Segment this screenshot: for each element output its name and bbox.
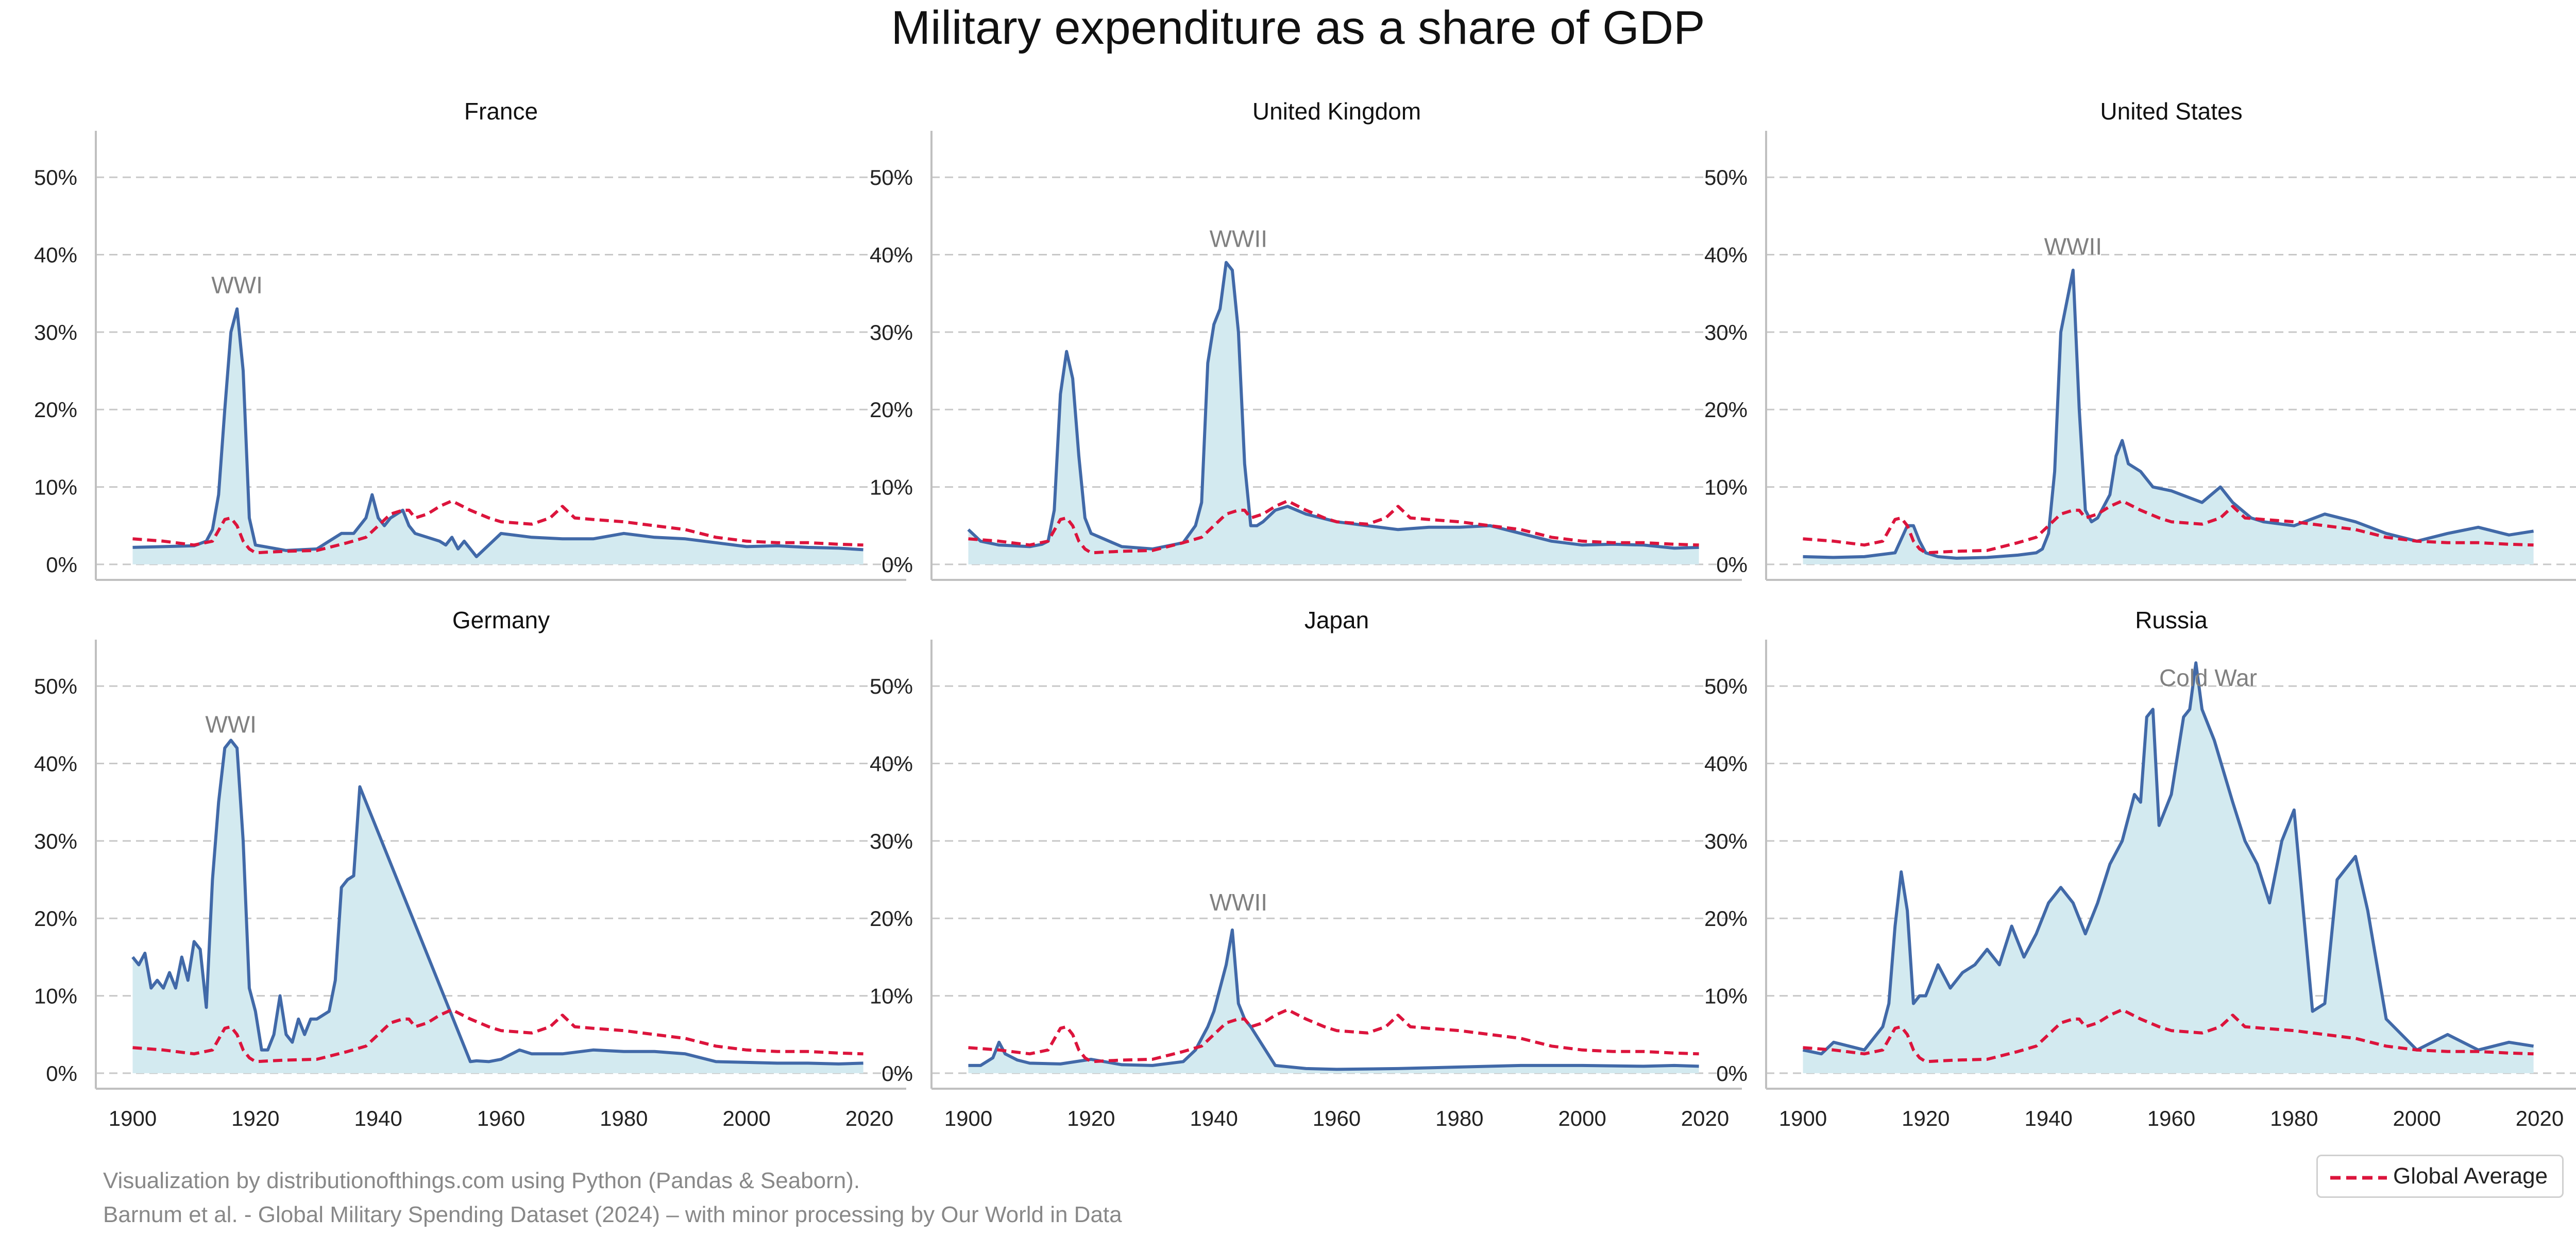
global-average-line — [132, 499, 863, 555]
country-area — [968, 930, 1699, 1073]
x-tick-label: 2020 — [845, 1106, 893, 1130]
panel-title: Germany — [452, 607, 550, 633]
panel-united-states: United States 0% 10% 20% 30% 40% 50% WWII — [1704, 98, 2576, 581]
y-tick-label: 40% — [34, 243, 77, 267]
y-tick-label: 0% — [1716, 1061, 1748, 1086]
credit-line-1: Visualization by distributionofthings.co… — [103, 1168, 860, 1193]
country-area — [132, 740, 863, 1073]
country-line — [1803, 268, 2534, 560]
x-tick-label: 1920 — [231, 1106, 279, 1130]
panel-united-kingdom: United Kingdom 0% 10% 20% 30% 40% 50% WWII — [870, 98, 1742, 581]
y-tick-label: 0% — [46, 1061, 77, 1086]
legend-swatch — [2330, 1176, 2387, 1180]
panel-france: France 0% 10% 20% 30% 40% 50% WWI — [34, 98, 906, 581]
x-tick-label: 1900 — [109, 1106, 157, 1130]
y-tick-label: 20% — [870, 398, 913, 422]
annotation-label: Cold War — [2159, 664, 2257, 691]
y-tick-label: 0% — [882, 553, 913, 577]
x-tick-label: 2020 — [2516, 1106, 2564, 1130]
y-tick-label: 20% — [34, 906, 77, 931]
panel-japan: Japan 0% 10% 20% 30% 40% 50% 1900 1920 1940 1960 19… — [870, 607, 1742, 1130]
x-tick-label: 2000 — [1558, 1106, 1606, 1130]
y-tick-label: 10% — [1704, 475, 1748, 500]
y-tick-label: 30% — [870, 320, 913, 345]
y-tick-label: 0% — [882, 1061, 913, 1086]
y-tick-label: 30% — [1704, 320, 1748, 345]
global-average-line — [132, 1008, 863, 1063]
y-tick-label: 30% — [34, 829, 77, 853]
global-average-line — [1803, 499, 2534, 555]
x-tick-label: 2000 — [722, 1106, 770, 1130]
x-tick-label: 1980 — [2270, 1106, 2318, 1130]
y-tick-label: 50% — [1704, 674, 1748, 698]
country-area — [1803, 663, 2534, 1073]
x-tick-label: 1960 — [1313, 1106, 1361, 1130]
y-tick-label: 50% — [34, 165, 77, 190]
global-average-line — [968, 499, 1699, 555]
country-area — [1803, 270, 2534, 564]
panel-title: Russia — [2135, 607, 2208, 633]
panel-title: United States — [2100, 98, 2242, 125]
y-tick-label: 50% — [1704, 165, 1748, 190]
y-tick-label: 10% — [34, 984, 77, 1008]
country-area — [968, 262, 1699, 564]
y-tick-label: 10% — [870, 475, 913, 500]
x-tick-label: 1940 — [2024, 1106, 2072, 1130]
y-tick-label: 20% — [1704, 906, 1748, 931]
legend-label: Global Average — [2393, 1163, 2548, 1189]
panel-title: Japan — [1304, 607, 1369, 633]
y-tick-label: 40% — [1704, 243, 1748, 267]
y-tick-label: 30% — [1704, 829, 1748, 853]
x-tick-label: 1920 — [1067, 1106, 1115, 1130]
panel-title: United Kingdom — [1252, 98, 1421, 125]
x-tick-label: 1980 — [1435, 1106, 1483, 1130]
y-tick-label: 50% — [870, 165, 913, 190]
x-tick-label: 1960 — [2147, 1106, 2195, 1130]
y-tick-label: 30% — [34, 320, 77, 345]
country-line — [131, 739, 863, 1066]
y-tick-label: 20% — [1704, 398, 1748, 422]
legend: Global Average — [2316, 1155, 2564, 1198]
y-tick-label: 40% — [34, 752, 77, 776]
figure-title: Military expenditure as a share of GDP — [891, 2, 1705, 54]
panel-title: France — [464, 98, 538, 125]
annotation-label: WWII — [1210, 226, 1267, 252]
x-tick-label: 1920 — [1902, 1106, 1950, 1130]
country-line — [968, 928, 1699, 1071]
x-tick-label: 1940 — [1190, 1106, 1238, 1130]
x-tick-label: 1900 — [1779, 1106, 1827, 1130]
x-tick-label: 1960 — [477, 1106, 525, 1130]
country-line — [132, 307, 863, 558]
y-tick-label: 40% — [1704, 752, 1748, 776]
panel-germany: Germany 0% 10% 20% 30% 40% 50% 1900 1920 1940 1960… — [34, 607, 906, 1130]
y-tick-label: 10% — [870, 984, 913, 1008]
y-tick-label: 50% — [870, 674, 913, 698]
x-tick-label: 1940 — [354, 1106, 402, 1130]
credit-line-2: Barnum et al. - Global Military Spending… — [103, 1202, 1122, 1227]
y-tick-label: 30% — [870, 829, 913, 853]
y-tick-label: 50% — [34, 674, 77, 698]
annotation-label: WWII — [1210, 889, 1267, 916]
y-tick-label: 40% — [870, 752, 913, 776]
y-tick-label: 40% — [870, 243, 913, 267]
y-tick-label: 0% — [46, 553, 77, 577]
annotation-label: WWI — [211, 272, 263, 299]
y-tick-label: 20% — [870, 906, 913, 931]
global-average-line — [1803, 1008, 2534, 1063]
annotation-label: WWII — [2044, 233, 2102, 260]
country-line — [1802, 661, 2534, 1056]
annotation-label: WWI — [205, 711, 257, 737]
x-tick-label: 1980 — [600, 1106, 648, 1130]
y-tick-label: 20% — [34, 398, 77, 422]
y-tick-label: 10% — [1704, 984, 1748, 1008]
y-tick-label: 0% — [1716, 553, 1748, 577]
x-tick-label: 2000 — [2393, 1106, 2441, 1130]
x-tick-label: 2020 — [1681, 1106, 1729, 1130]
global-average-line — [968, 1008, 1699, 1063]
x-tick-label: 1900 — [944, 1106, 992, 1130]
panel-russia: Russia 0% 10% 20% 30% 40% 50% 1900 1920 1940 1960 1… — [1704, 607, 2576, 1130]
y-tick-label: 10% — [34, 475, 77, 500]
